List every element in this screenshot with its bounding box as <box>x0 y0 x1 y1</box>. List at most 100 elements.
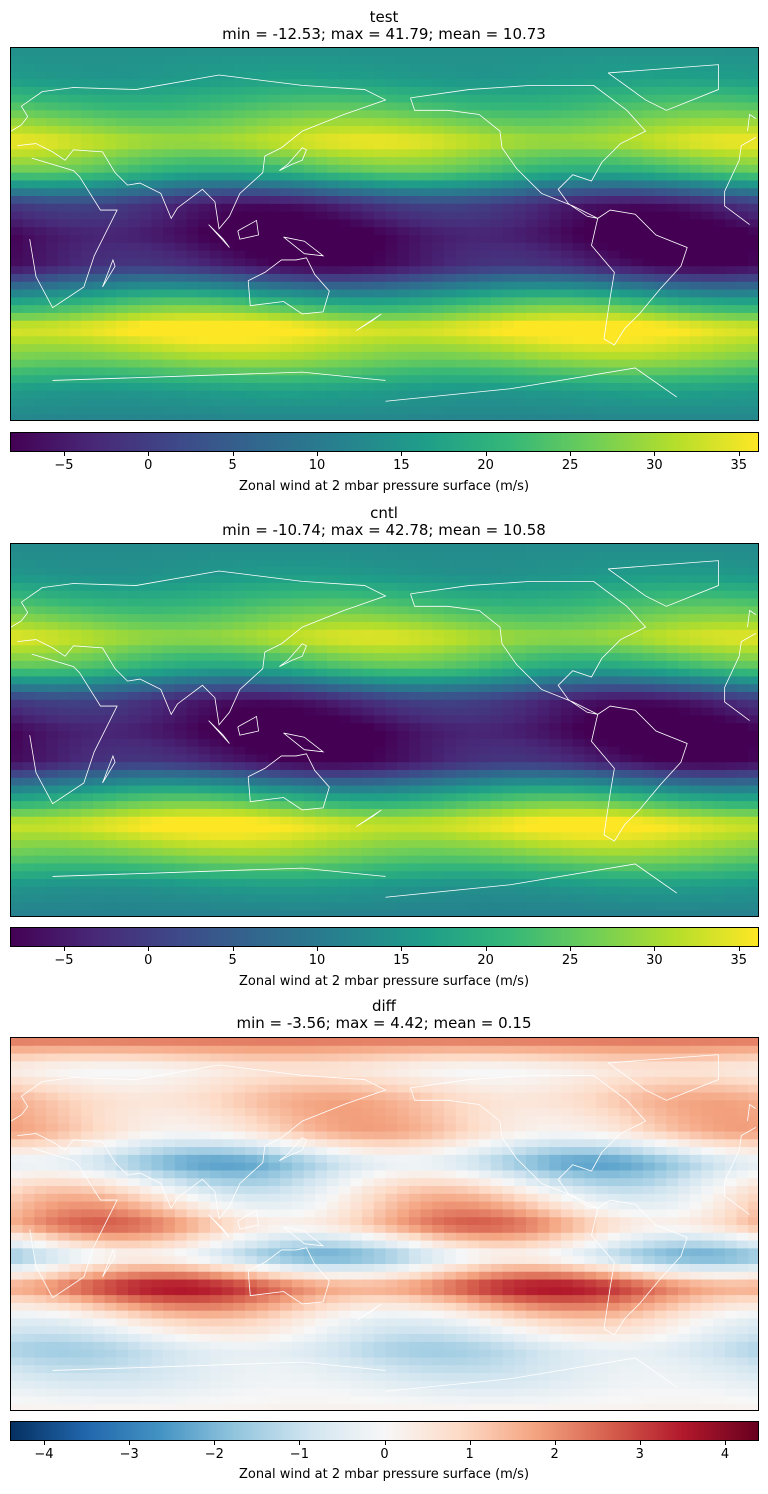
heatmap-cell <box>642 281 656 291</box>
heatmap-cell <box>479 305 492 314</box>
heatmap-cell <box>514 684 527 693</box>
heatmap-cell <box>619 125 632 135</box>
heatmap-cell <box>689 219 703 228</box>
heatmap-cell <box>432 63 445 72</box>
heatmap-cell <box>81 738 94 748</box>
heatmap-cell <box>291 188 305 197</box>
heatmap-cell <box>490 157 504 166</box>
heatmap-cell <box>619 149 632 158</box>
heatmap-cell <box>128 414 141 420</box>
heatmap-cell <box>221 188 234 197</box>
heatmap-cell <box>408 723 422 732</box>
heatmap-cell <box>268 281 281 291</box>
heatmap-cell <box>561 606 574 615</box>
heatmap-cell <box>537 110 550 119</box>
heatmap-cell <box>104 63 117 72</box>
heatmap-cell <box>479 398 492 408</box>
heatmap-cell <box>22 118 35 127</box>
heatmap-cell <box>245 738 258 748</box>
heatmap-cell <box>514 258 527 267</box>
heatmap-cell <box>373 754 387 763</box>
heatmap-cell <box>104 668 117 678</box>
heatmap-cell <box>619 172 632 182</box>
heatmap-cell <box>280 645 293 654</box>
heatmap-cell <box>689 125 703 135</box>
heatmap-cell <box>748 227 758 236</box>
heatmap-cell <box>81 172 94 182</box>
heatmap-cell <box>373 55 387 65</box>
heatmap-cell <box>34 668 47 678</box>
heatmap-cell <box>128 157 141 166</box>
heatmap-cell <box>34 398 47 408</box>
heatmap-cell <box>549 227 562 236</box>
heatmap-cell <box>233 94 246 104</box>
heatmap-cell <box>198 390 211 400</box>
heatmap-cell <box>444 606 457 615</box>
heatmap-cell <box>174 312 188 322</box>
heatmap-cell <box>81 149 94 158</box>
heatmap-cell <box>642 172 656 182</box>
heatmap-cell <box>34 614 47 623</box>
heatmap-cell <box>57 723 71 732</box>
heatmap-cell <box>22 375 35 384</box>
heatmap-cell <box>420 172 433 182</box>
heatmap-cell <box>326 692 340 701</box>
heatmap-cell <box>420 692 433 701</box>
heatmap-cell <box>350 125 363 135</box>
heatmap-cell <box>689 398 703 408</box>
heatmap-cell <box>502 746 515 755</box>
heatmap-cell <box>104 149 117 158</box>
heatmap-cell <box>221 180 234 189</box>
heatmap-cell <box>678 102 691 111</box>
heatmap-cell <box>502 297 515 306</box>
heatmap-cell <box>561 614 574 623</box>
heatmap-cell <box>151 102 164 111</box>
heatmap-cell <box>397 582 410 592</box>
heatmap-cell <box>724 390 738 400</box>
heatmap-cell <box>57 390 71 400</box>
heatmap-cell <box>619 273 632 283</box>
heatmap-cell <box>490 575 504 584</box>
heatmap-cell <box>338 707 351 717</box>
heatmap-cell <box>315 305 328 314</box>
heatmap-cell <box>748 118 758 127</box>
heatmap-cell <box>385 164 398 174</box>
heatmap-cell <box>151 258 164 267</box>
heatmap-cell <box>362 79 375 88</box>
heatmap-cell <box>350 398 363 408</box>
heatmap-cell <box>713 86 726 96</box>
heatmap-cell <box>724 141 738 150</box>
heatmap-cell <box>607 692 621 701</box>
heatmap-cell <box>139 692 153 701</box>
heatmap-cell <box>444 367 457 376</box>
heatmap-cell <box>631 414 644 420</box>
heatmap-cell <box>221 544 234 553</box>
heatmap-cell <box>46 227 59 236</box>
heatmap-cell <box>315 551 328 561</box>
heatmap-cell <box>34 406 47 415</box>
heatmap-cell <box>467 582 480 592</box>
heatmap-cell <box>713 118 726 127</box>
heatmap-cell <box>338 731 351 740</box>
heatmap-cell <box>209 660 223 670</box>
heatmap-cell <box>139 266 153 275</box>
heatmap-cell <box>326 715 340 724</box>
heatmap-cell <box>502 227 515 236</box>
heatmap-cell <box>92 219 106 228</box>
heatmap-cell <box>116 762 129 771</box>
heatmap-cell <box>81 414 94 420</box>
heatmap-cell <box>444 375 457 384</box>
heatmap-cell <box>467 219 480 228</box>
heatmap-cell <box>420 149 433 158</box>
heatmap-cell <box>362 575 375 584</box>
heatmap-cell <box>280 258 293 267</box>
colorbar-tick-mark <box>738 452 740 456</box>
heatmap-cell <box>280 653 293 662</box>
heatmap-cell <box>163 738 176 748</box>
heatmap-cell <box>69 653 82 662</box>
heatmap-cell <box>724 196 738 205</box>
heatmap-cell <box>525 398 539 408</box>
heatmap-cell <box>81 582 94 592</box>
heatmap-cell <box>174 164 188 174</box>
heatmap-cell <box>350 762 363 771</box>
